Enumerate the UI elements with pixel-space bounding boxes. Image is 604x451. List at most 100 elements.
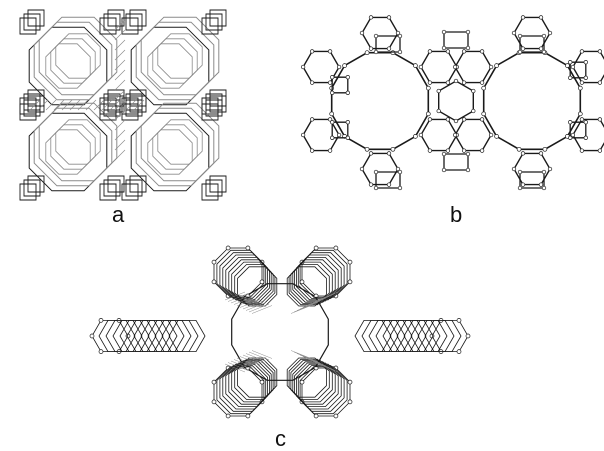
hatch-line xyxy=(114,149,126,161)
octagonal-ring xyxy=(33,107,113,187)
hatch-line xyxy=(114,39,126,51)
cube-face xyxy=(201,103,219,121)
hatch-line xyxy=(125,99,137,111)
atom-node xyxy=(461,148,467,153)
link-strand xyxy=(305,297,327,307)
cube-face xyxy=(209,175,227,193)
cube-face xyxy=(107,9,125,27)
cube-face xyxy=(121,183,139,201)
square-ring xyxy=(443,31,469,49)
hatch-line xyxy=(101,99,113,111)
atom-node xyxy=(520,15,526,20)
atom-node xyxy=(329,111,335,117)
inner-ring xyxy=(45,129,91,175)
atom-node xyxy=(541,185,547,191)
octagonal-ring xyxy=(38,16,118,96)
atom-node xyxy=(327,117,333,122)
link-strand xyxy=(293,303,315,313)
hatch-line xyxy=(114,79,126,91)
atom-node xyxy=(427,49,433,54)
link-strand xyxy=(224,363,246,373)
atom-node xyxy=(373,33,379,39)
stacked-ring xyxy=(297,365,345,412)
atom-node xyxy=(583,120,588,125)
atom-node xyxy=(425,85,431,91)
octagonal-ring xyxy=(135,107,215,187)
atom-node xyxy=(413,134,418,139)
atom-node xyxy=(347,379,353,385)
cube-face xyxy=(27,9,45,27)
hexagon-ring xyxy=(302,118,340,152)
atom-node xyxy=(368,182,374,187)
atom-node xyxy=(461,49,467,54)
atom-node xyxy=(364,146,370,152)
hexagon-ring xyxy=(438,80,474,122)
atom-node xyxy=(517,49,523,55)
cube-face xyxy=(19,183,37,201)
stacked-ring xyxy=(105,319,143,353)
stacked-ring xyxy=(216,366,265,415)
atom-node xyxy=(245,245,251,251)
stacked-ring xyxy=(119,319,157,353)
stacked-ring xyxy=(361,319,399,353)
atom-node xyxy=(568,60,573,65)
link-strand xyxy=(242,354,264,364)
atom-node xyxy=(441,45,447,51)
link-strand xyxy=(308,296,330,305)
octagonal-ring xyxy=(140,102,220,182)
stacked-ring xyxy=(389,319,427,353)
atom-node xyxy=(479,80,485,85)
link-strand xyxy=(308,359,330,368)
atom-node xyxy=(427,80,433,85)
atom-node xyxy=(333,293,339,299)
cube-face xyxy=(201,17,219,35)
cube-face xyxy=(201,183,219,201)
link-strand xyxy=(311,294,333,304)
link-strand xyxy=(293,351,315,361)
link-strand xyxy=(305,357,327,367)
cube-face xyxy=(205,13,223,31)
link-strand xyxy=(299,300,321,310)
stacked-ring xyxy=(294,362,339,408)
hatch-line xyxy=(114,19,126,31)
link-strand xyxy=(230,360,252,370)
stacked-ring xyxy=(161,319,199,353)
atom-node xyxy=(445,49,451,54)
atom-node xyxy=(427,148,433,153)
hexagon-ring xyxy=(420,50,458,84)
octagonal-ring xyxy=(135,21,215,101)
atom-node xyxy=(452,64,458,70)
stacked-ring xyxy=(292,361,336,405)
link-strand xyxy=(317,291,339,301)
atom-node xyxy=(456,349,462,354)
atom-node xyxy=(397,185,403,191)
atom-node xyxy=(597,117,603,122)
atom-node xyxy=(368,46,374,51)
atom-node xyxy=(300,64,306,70)
cube-face xyxy=(129,175,147,193)
inner-ring xyxy=(152,124,198,170)
atom-node xyxy=(327,148,333,153)
atom-node xyxy=(465,29,471,35)
cube-face xyxy=(19,17,37,35)
atom-node xyxy=(300,132,306,138)
stacked-ring xyxy=(234,358,276,400)
stacked-ring xyxy=(228,361,272,405)
atom-node xyxy=(225,245,231,251)
link-strand xyxy=(239,356,261,365)
hatch-line xyxy=(114,129,126,141)
atom-node xyxy=(547,30,553,36)
hexagon-ring xyxy=(420,118,458,152)
link-strand xyxy=(299,354,321,364)
atom-node xyxy=(494,134,499,139)
atom-node xyxy=(445,117,451,122)
atom-node xyxy=(330,75,335,80)
atom-node xyxy=(390,50,396,56)
cube-face xyxy=(121,17,139,35)
hatch-line xyxy=(114,49,126,61)
atom-node xyxy=(583,75,588,80)
atom-node xyxy=(345,120,350,125)
atom-node xyxy=(445,80,451,85)
hatch-line xyxy=(114,139,126,151)
